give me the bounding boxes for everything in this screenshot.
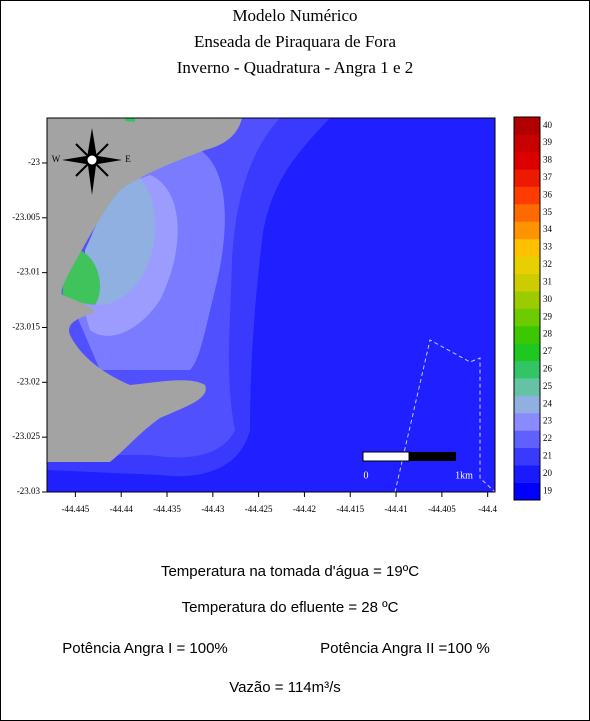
scale-label: 0 <box>364 470 369 481</box>
colorbar-segment <box>514 360 540 379</box>
x-tick-label: -44.415 <box>336 504 364 514</box>
compass <box>62 128 122 195</box>
title-line: Modelo Numérico <box>232 6 357 25</box>
title-line: Inverno - Quadratura - Angra 1 e 2 <box>177 58 414 77</box>
x-tick-label: -44.42 <box>293 504 316 514</box>
map-area <box>47 118 495 492</box>
footer-line: Vazão = 114m³/s <box>229 679 341 696</box>
x-tick-label: -44.405 <box>428 504 456 514</box>
contour-band <box>85 178 155 305</box>
colorbar-label: 21 <box>543 451 552 461</box>
colorbar-segment <box>514 308 540 327</box>
y-tick-label: -23.005 <box>12 212 40 222</box>
colorbar-label: 23 <box>543 416 553 426</box>
colorbar-label: 30 <box>543 294 553 304</box>
colorbar-label: 35 <box>543 207 553 217</box>
land <box>47 118 242 462</box>
colorbar-label: 27 <box>543 346 553 356</box>
x-tick-label: -44.445 <box>62 504 90 514</box>
colorbar-segment <box>514 430 540 449</box>
colorbar-segment <box>514 256 540 274</box>
colorbar-segment <box>514 169 540 187</box>
x-tick-label: -44.4 <box>478 504 497 514</box>
scale-label: 1km <box>455 470 473 481</box>
colorbar-segment <box>514 151 540 170</box>
footer-line: Temperatura do efluente = 28 ºC <box>182 599 399 616</box>
colorbar-segment <box>514 186 540 205</box>
colorbar-segment <box>514 395 540 414</box>
colorbar-label: 39 <box>543 137 553 147</box>
compass-label: W <box>52 154 61 164</box>
colorbar-label: 22 <box>543 433 552 443</box>
colorbar-segment <box>514 204 540 222</box>
colorbar-segment <box>514 447 540 466</box>
x-tick-label: -44.435 <box>153 504 181 514</box>
colorbar-segment <box>514 343 540 362</box>
colorbar-label: 33 <box>543 242 553 252</box>
colorbar-segment <box>514 465 540 483</box>
colorbar-segment <box>514 238 540 257</box>
colorbar-label: 38 <box>543 155 553 165</box>
y-tick-label: -23.01 <box>17 267 40 277</box>
colorbar-label: 36 <box>543 189 553 199</box>
land-patch <box>125 118 135 122</box>
footer-line: Temperatura na tomada d'água = 19ºC <box>161 563 419 580</box>
dashed-boundary <box>394 339 495 492</box>
colorbar-label: 28 <box>543 329 553 339</box>
colorbar-frame <box>513 116 541 501</box>
colorbar-label: 26 <box>543 363 553 373</box>
y-tick-label: -23.015 <box>12 322 40 332</box>
colorbar-segment <box>514 134 540 153</box>
colorbar-segment <box>514 412 540 431</box>
x-tick-label: -44.425 <box>245 504 273 514</box>
scale-bar <box>409 452 456 461</box>
colorbar-segment <box>514 273 540 292</box>
colorbar-label: 40 <box>543 120 553 130</box>
y-tick-label: -23.025 <box>12 431 40 441</box>
colorbar-segment <box>514 378 540 396</box>
map-frame <box>46 117 496 493</box>
colorbar-label: 19 <box>543 485 553 495</box>
y-tick-label: -23.02 <box>17 376 40 386</box>
colorbar-label: 20 <box>543 468 553 478</box>
footer-line: Potência Angra II =100 % <box>320 640 490 657</box>
colorbar-segment <box>514 291 540 309</box>
colorbar-label: 37 <box>543 172 553 182</box>
colorbar-label: 29 <box>543 311 553 321</box>
x-tick-label: -44.43 <box>201 504 225 514</box>
colorbar-label: 24 <box>543 398 553 408</box>
x-tick-label: -44.41 <box>384 504 407 514</box>
colorbar-segment <box>514 117 540 135</box>
y-tick-label: -23 <box>28 157 40 167</box>
footer-line: Potência Angra I = 100% <box>62 640 228 657</box>
scale-bar <box>362 451 410 462</box>
colorbar-label: 32 <box>543 259 552 269</box>
x-tick-label: -44.44 <box>110 504 134 514</box>
colorbar-label: 25 <box>543 381 553 391</box>
colorbar-segment <box>514 325 540 344</box>
colorbar-segment <box>514 221 540 240</box>
title-line: Enseada de Piraquara de Fora <box>194 32 396 51</box>
colorbar-label: 31 <box>543 276 552 286</box>
compass-label: E <box>125 154 131 164</box>
colorbar-label: 34 <box>543 224 553 234</box>
colorbar-segment <box>514 482 540 501</box>
y-tick-label: -23.03 <box>17 486 41 496</box>
